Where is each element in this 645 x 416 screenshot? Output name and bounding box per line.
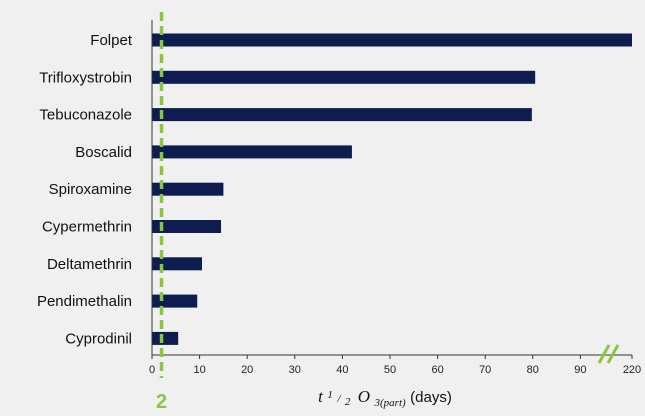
category-label-tebuconazole: Tebuconazole <box>39 107 132 124</box>
x-tick-label: 10 <box>193 364 205 376</box>
x-tick-label: 60 <box>431 364 443 376</box>
x-tick-label: 40 <box>336 364 348 376</box>
x-tick-label: 80 <box>527 364 539 376</box>
x-title-frac-sep: / <box>336 393 341 405</box>
x-tick-label: 30 <box>289 364 301 376</box>
axis-break-slash <box>606 344 620 364</box>
category-label-cyprodinil: Cyprodinil <box>65 330 132 347</box>
bar-tebuconazole <box>152 108 532 122</box>
x-title-frac-num: 1 <box>327 389 333 401</box>
bar-cypermethrin <box>152 220 222 233</box>
x-tick-label: 70 <box>479 364 491 376</box>
x-tick-labels: 0 10 20 30 40 50 60 70 80 90 220 <box>149 364 641 376</box>
category-label-deltamethrin: Deltamethrin <box>47 256 132 273</box>
bar-pendimethalin <box>152 294 198 308</box>
bar-folpet <box>152 33 632 47</box>
x-tick-label: 220 <box>623 364 641 376</box>
x-tick-label: 20 <box>241 364 253 376</box>
x-axis <box>151 20 633 359</box>
bars-group <box>152 33 632 345</box>
category-labels: Folpet Trifloxystrobin Tebuconazole Boscali… <box>37 32 133 347</box>
x-title-unit: (days) <box>410 389 452 406</box>
x-tick-label: 90 <box>574 364 586 376</box>
category-label-pendimethalin: Pendimethalin <box>37 293 132 310</box>
category-label-cypermethrin: Cypermethrin <box>42 219 132 236</box>
bar-spiroxamine <box>152 182 224 196</box>
reference-line-group: 2 <box>156 12 167 413</box>
bar-boscalid <box>152 145 352 159</box>
axis-break-slash <box>597 344 611 364</box>
x-axis-title: t 1 / 2 O 3(part) (days) <box>318 385 452 410</box>
axis-break-mark <box>597 344 620 364</box>
x-title-frac-den: 2 <box>345 396 351 408</box>
category-label-boscalid: Boscalid <box>75 144 132 161</box>
category-label-spiroxamine: Spiroxamine <box>49 181 132 198</box>
x-title-subscript: 3(part) <box>374 397 407 409</box>
bar-trifloxystrobin <box>152 70 536 84</box>
bar-cyprodinil <box>152 331 179 345</box>
x-title-species: O <box>358 387 370 406</box>
x-title-main: t <box>318 387 324 406</box>
category-label-trifloxystrobin: Trifloxystrobin <box>39 69 132 86</box>
category-label-folpet: Folpet <box>90 32 133 49</box>
reference-line-label: 2 <box>156 391 167 413</box>
x-tick-label: 0 <box>149 364 155 376</box>
x-tick-label: 50 <box>384 364 396 376</box>
bar-deltamethrin <box>152 257 202 271</box>
